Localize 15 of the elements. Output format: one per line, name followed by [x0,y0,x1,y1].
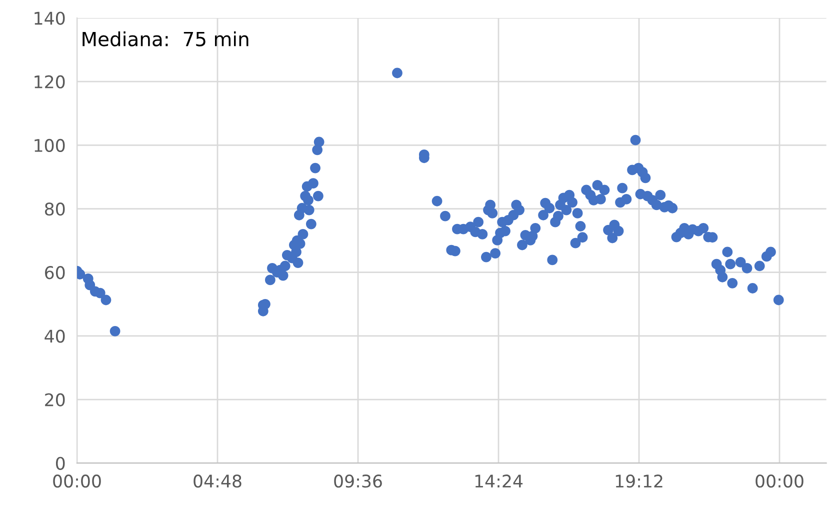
x-tick-label: 09:36 [334,474,382,488]
y-tick-label: 80 [44,202,65,216]
x-tick-label: 19:12 [616,474,662,488]
annotation: Mediana: 75 min [82,31,248,46]
y-tick-label: 140 [34,12,65,25]
y-tick-label: 40 [44,330,65,343]
y-tick-label: 0 [56,456,65,470]
x-tick-label: 04:48 [194,474,242,488]
y-tick-label: 120 [34,75,65,88]
y-tick-label: 20 [45,393,65,406]
x-tick-label: 00:00 [53,474,101,488]
x-tick-label: 14:24 [475,474,523,488]
x-tick-label: 00:00 [756,474,804,488]
y-tick-label: 60 [45,266,65,280]
y-tick-label: 100 [34,138,65,152]
